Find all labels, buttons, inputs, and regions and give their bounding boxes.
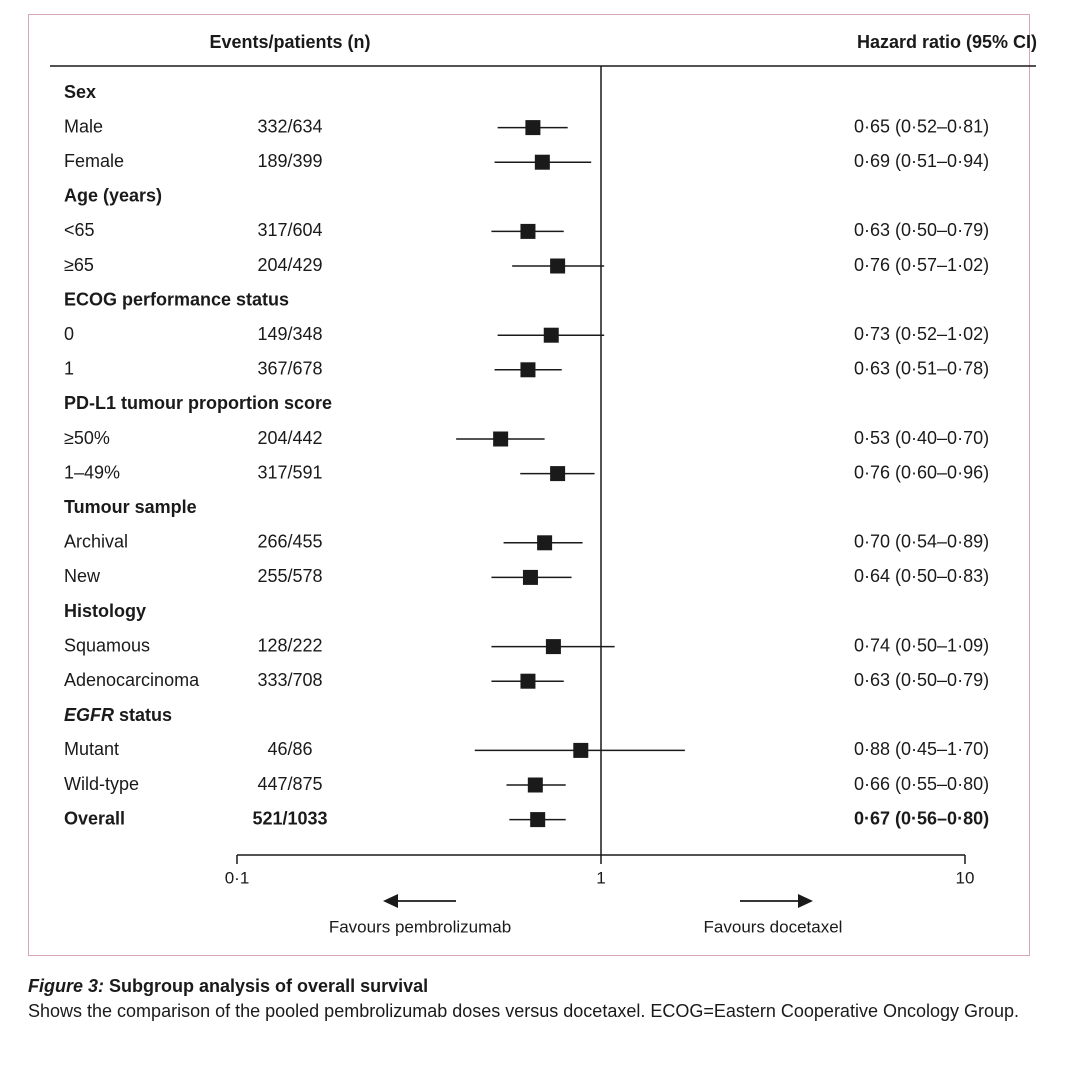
subgroup-events: 317/604	[257, 220, 322, 240]
subgroup-point-estimate	[520, 223, 536, 239]
group-label-italic: EGFR	[64, 705, 114, 725]
subgroup-label: Archival	[64, 532, 128, 552]
subgroup-label: 1–49%	[64, 462, 120, 482]
subgroup-hr-text: 0·63 (0·51–0·78)	[854, 359, 989, 379]
subgroup-hr-text: 0·63 (0·50–0·79)	[854, 670, 989, 690]
subgroup-events: 447/875	[257, 774, 322, 794]
x-tick-label: 10	[956, 868, 975, 887]
subgroup-label: Squamous	[64, 635, 150, 655]
subgroup-events: 204/429	[257, 255, 322, 275]
subgroup-hr-text: 0·73 (0·52–1·02)	[854, 324, 989, 344]
subgroup-point-estimate	[537, 535, 553, 551]
subgroup-point-estimate	[520, 362, 536, 378]
subgroup-label: Mutant	[64, 739, 119, 759]
subgroup-point-estimate	[527, 777, 543, 793]
events-column-header: Events/patients (n)	[209, 32, 370, 52]
subgroup-label: 1	[64, 359, 74, 379]
subgroup-events: 317/591	[257, 462, 322, 482]
group-label: Age (years)	[64, 186, 162, 206]
subgroup-events: 189/399	[257, 151, 322, 171]
subgroup-point-estimate	[520, 673, 536, 689]
group-label: Sex	[64, 82, 96, 102]
subgroup-hr-text: 0·70 (0·54–0·89)	[854, 532, 989, 552]
forest-plot: Events/patients (n) Hazard ratio (95% CI)…	[50, 32, 1037, 936]
group-label: Histology	[64, 601, 146, 621]
favours-right-label: Favours docetaxel	[704, 917, 843, 936]
group-label: EGFR status	[64, 705, 172, 725]
caption-title: Figure 3: Subgroup analysis of overall s…	[28, 976, 428, 996]
subgroup-point-estimate	[522, 569, 538, 585]
subgroup-point-estimate	[550, 466, 566, 482]
arrow-left-head	[383, 894, 398, 908]
subgroup-events: 128/222	[257, 635, 322, 655]
subgroup-events: 266/455	[257, 532, 322, 552]
subgroup-label: Female	[64, 151, 124, 171]
group-label: ECOG performance status	[64, 289, 289, 309]
subgroup-hr-text: 0·88 (0·45–1·70)	[854, 739, 989, 759]
subgroup-events: 46/86	[267, 739, 312, 759]
subgroup-hr-text: 0·63 (0·50–0·79)	[854, 220, 989, 240]
subgroup-hr-text: 0·65 (0·52–0·81)	[854, 116, 989, 136]
group-label-rest: status	[114, 705, 172, 725]
overall-hr-text: 0·67 (0·56–0·80)	[854, 808, 989, 828]
group-label: PD-L1 tumour proportion score	[64, 393, 332, 413]
overall-label: Overall	[64, 808, 125, 828]
subgroup-hr-text: 0·66 (0·55–0·80)	[854, 774, 989, 794]
subgroup-hr-text: 0·64 (0·50–0·83)	[854, 566, 989, 586]
subgroup-point-estimate	[493, 431, 509, 447]
caption-title-text: Subgroup analysis of overall survival	[104, 976, 429, 996]
subgroup-hr-text: 0·69 (0·51–0·94)	[854, 151, 989, 171]
subgroup-hr-text: 0·76 (0·57–1·02)	[854, 255, 989, 275]
subgroup-label: Wild-type	[64, 774, 139, 794]
subgroup-hr-text: 0·74 (0·50–1·09)	[854, 635, 989, 655]
subgroup-events: 149/348	[257, 324, 322, 344]
subgroup-hr-text: 0·76 (0·60–0·96)	[854, 462, 989, 482]
caption-text: Shows the comparison of the pooled pembr…	[28, 1001, 1020, 1021]
subgroup-point-estimate	[550, 258, 566, 274]
subgroup-label: ≥50%	[64, 428, 110, 448]
favours-left-label: Favours pembrolizumab	[329, 917, 511, 936]
subgroup-events: 333/708	[257, 670, 322, 690]
figure-frame	[28, 14, 1030, 956]
arrow-right-head	[798, 894, 813, 908]
figure-caption: Figure 3: Subgroup analysis of overall s…	[28, 974, 1068, 1024]
subgroup-events: 332/634	[257, 116, 322, 136]
subgroup-label: <65	[64, 220, 95, 240]
subgroup-events: 255/578	[257, 566, 322, 586]
x-tick-label: 1	[596, 868, 605, 887]
subgroup-label: Male	[64, 116, 103, 136]
subgroup-point-estimate	[543, 327, 559, 343]
group-label: Tumour sample	[64, 497, 197, 517]
subgroup-point-estimate	[545, 639, 561, 655]
subgroup-label: 0	[64, 324, 74, 344]
subgroup-point-estimate	[525, 120, 541, 136]
subgroup-point-estimate	[534, 154, 550, 170]
caption-figure-label: Figure 3:	[28, 976, 105, 996]
subgroup-point-estimate	[573, 742, 589, 758]
x-tick-label: 0·1	[225, 868, 250, 887]
subgroup-label: Adenocarcinoma	[64, 670, 200, 690]
hr-column-header: Hazard ratio (95% CI)	[857, 32, 1037, 52]
overall-point-estimate	[530, 812, 546, 828]
subgroup-label: New	[64, 566, 101, 586]
subgroup-hr-text: 0·53 (0·40–0·70)	[854, 428, 989, 448]
subgroup-events: 367/678	[257, 359, 322, 379]
overall-events: 521/1033	[252, 808, 327, 828]
subgroup-events: 204/442	[257, 428, 322, 448]
subgroup-label: ≥65	[64, 255, 94, 275]
